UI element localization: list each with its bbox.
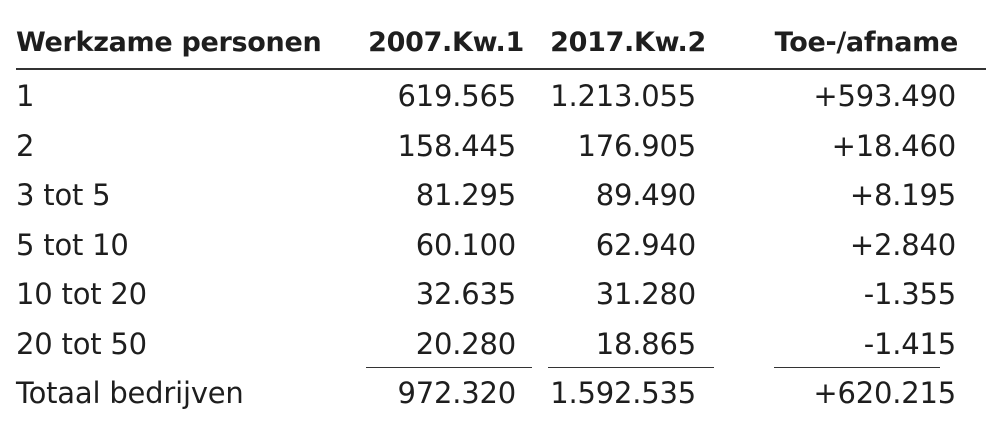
table-row: 3 tot 5 81.295 89.490 +8.195 bbox=[16, 169, 986, 219]
table-row: 1 619.565 1.213.055 +593.490 bbox=[16, 70, 986, 120]
data-table: Werkzame personen 2007.Kw.1 2017.Kw.2 To… bbox=[16, 18, 986, 417]
total-row: Totaal bedrijven 972.320 1.592.535 +620.… bbox=[16, 367, 986, 417]
header-2017-kw2: 2017.Kw.2 bbox=[550, 27, 706, 58]
value-2017: 89.490 bbox=[595, 178, 696, 212]
value-2017: 176.905 bbox=[577, 128, 696, 163]
header-toe-afname: Toe-/afname bbox=[774, 27, 959, 58]
sum-line-change bbox=[774, 367, 940, 368]
value-2007: 158.445 bbox=[397, 128, 516, 163]
value-2017: 1.213.055 bbox=[550, 79, 696, 113]
table-row: 2 158.445 176.905 +18.460 bbox=[16, 120, 986, 170]
total-2007: 972.320 bbox=[397, 376, 516, 410]
sum-line-2007 bbox=[366, 367, 532, 368]
value-2017: 18.865 bbox=[595, 326, 696, 361]
value-2007: 81.295 bbox=[415, 178, 516, 212]
header-werkzame-personen: Werkzame personen bbox=[16, 27, 322, 58]
total-2017: 1.592.535 bbox=[550, 376, 696, 410]
value-change: -1.415 bbox=[863, 326, 956, 361]
row-label: 20 tot 50 bbox=[16, 326, 147, 361]
table-header-row: Werkzame personen 2007.Kw.1 2017.Kw.2 To… bbox=[16, 18, 986, 70]
row-label: 1 bbox=[16, 79, 35, 113]
row-label: 10 tot 20 bbox=[16, 277, 147, 311]
value-2007: 619.565 bbox=[397, 79, 516, 113]
total-label: Totaal bedrijven bbox=[16, 376, 244, 410]
value-change: +2.840 bbox=[849, 227, 956, 262]
total-change: +620.215 bbox=[813, 376, 956, 410]
value-change: +593.490 bbox=[813, 79, 956, 113]
row-label: 3 tot 5 bbox=[16, 178, 111, 212]
value-2007: 32.635 bbox=[415, 277, 516, 311]
table-row: 20 tot 50 20.280 18.865 -1.415 bbox=[16, 318, 986, 368]
value-2007: 20.280 bbox=[415, 326, 516, 361]
value-change: +8.195 bbox=[849, 178, 956, 212]
value-2017: 62.940 bbox=[595, 227, 696, 262]
value-2017: 31.280 bbox=[595, 277, 696, 311]
sum-line-2017 bbox=[548, 367, 714, 368]
value-2007: 60.100 bbox=[415, 227, 516, 262]
value-change: +18.460 bbox=[831, 128, 957, 163]
value-change: -1.355 bbox=[863, 277, 956, 311]
header-2007-kw1: 2007.Kw.1 bbox=[368, 27, 524, 58]
row-label: 2 bbox=[16, 128, 35, 163]
row-label: 5 tot 10 bbox=[16, 227, 129, 262]
table-row: 5 tot 10 60.100 62.940 +2.840 bbox=[16, 219, 986, 269]
table-row: 10 tot 20 32.635 31.280 -1.355 bbox=[16, 268, 986, 318]
